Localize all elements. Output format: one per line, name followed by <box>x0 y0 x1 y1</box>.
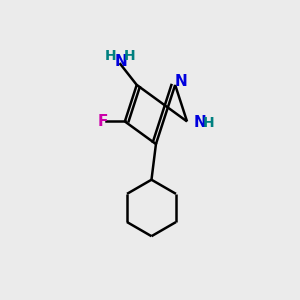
Text: F: F <box>98 114 108 129</box>
Text: H: H <box>105 49 117 63</box>
Text: N: N <box>194 116 206 130</box>
Text: H: H <box>202 116 214 130</box>
Text: N: N <box>174 74 187 89</box>
Text: N: N <box>115 54 127 69</box>
Text: H: H <box>124 49 136 63</box>
